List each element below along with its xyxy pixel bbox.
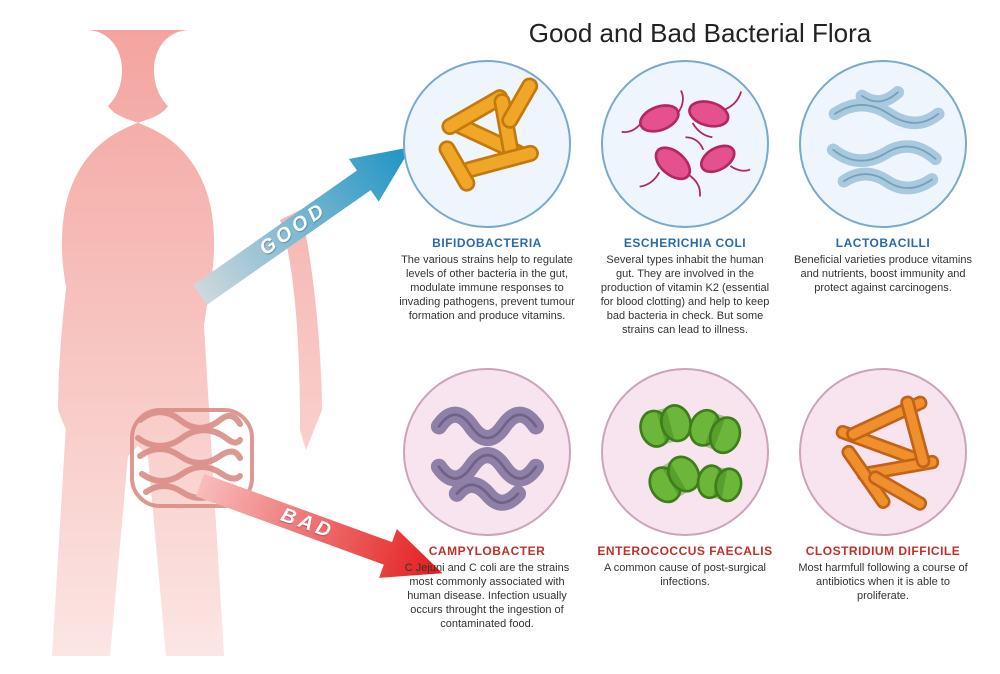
bacteria-shape-icon: [412, 69, 563, 220]
bacteria-cell-bifidobacteria: BIFIDOBACTERIA The various strains help …: [390, 58, 584, 356]
bacteria-cell-campylobacter: CAMPYLOBACTER C Jejuni and C coli are th…: [390, 366, 584, 664]
bacteria-description: Several types inhabit the human gut. The…: [594, 253, 776, 337]
bacteria-cell-enterococcus-faecalis: ENTEROCOCCUS FAECALIS A common cause of …: [588, 366, 782, 664]
bacteria-description: C Jejuni and C coli are the strains most…: [396, 561, 578, 631]
bacteria-shape-icon: [412, 377, 563, 528]
bacteria-cell-escherichia-coli: ESCHERICHIA COLI Several types inhabit t…: [588, 58, 782, 356]
bacteria-shape-icon: [808, 69, 959, 220]
bacteria-circle: [403, 368, 571, 536]
bacteria-name: LACTOBACILLI: [836, 236, 930, 250]
bacteria-cell-clostridium-difficile: CLOSTRIDIUM DIFFICILE Most harmfull foll…: [786, 366, 980, 664]
bacteria-circle: [601, 60, 769, 228]
bacteria-name: ESCHERICHIA COLI: [624, 236, 746, 250]
bacteria-shape-icon: [610, 69, 761, 220]
bacteria-grid: BIFIDOBACTERIA The various strains help …: [390, 58, 980, 664]
bacteria-description: Most harmfull following a course of anti…: [792, 561, 974, 603]
bacteria-description: A common cause of post-surgical infectio…: [594, 561, 776, 589]
bacteria-name: CAMPYLOBACTER: [429, 544, 546, 558]
body-svg: [20, 20, 360, 660]
bacteria-circle: [799, 60, 967, 228]
bacteria-name: BIFIDOBACTERIA: [432, 236, 542, 250]
page-title: Good and Bad Bacterial Flora: [440, 18, 960, 49]
human-body-figure: [20, 20, 360, 660]
bacteria-circle: [799, 368, 967, 536]
bacteria-shape-icon: [808, 377, 959, 528]
bacteria-description: Beneficial varieties produce vitamins an…: [792, 253, 974, 295]
silhouette: [52, 30, 322, 656]
bacteria-name: ENTEROCOCCUS FAECALIS: [597, 544, 772, 558]
bacteria-circle: [403, 60, 571, 228]
bacteria-shape-icon: [610, 377, 761, 528]
bacteria-cell-lactobacilli: LACTOBACILLI Beneficial varieties produc…: [786, 58, 980, 356]
bacteria-circle: [601, 368, 769, 536]
bacteria-description: The various strains help to regulate lev…: [396, 253, 578, 323]
bacteria-name: CLOSTRIDIUM DIFFICILE: [806, 544, 961, 558]
